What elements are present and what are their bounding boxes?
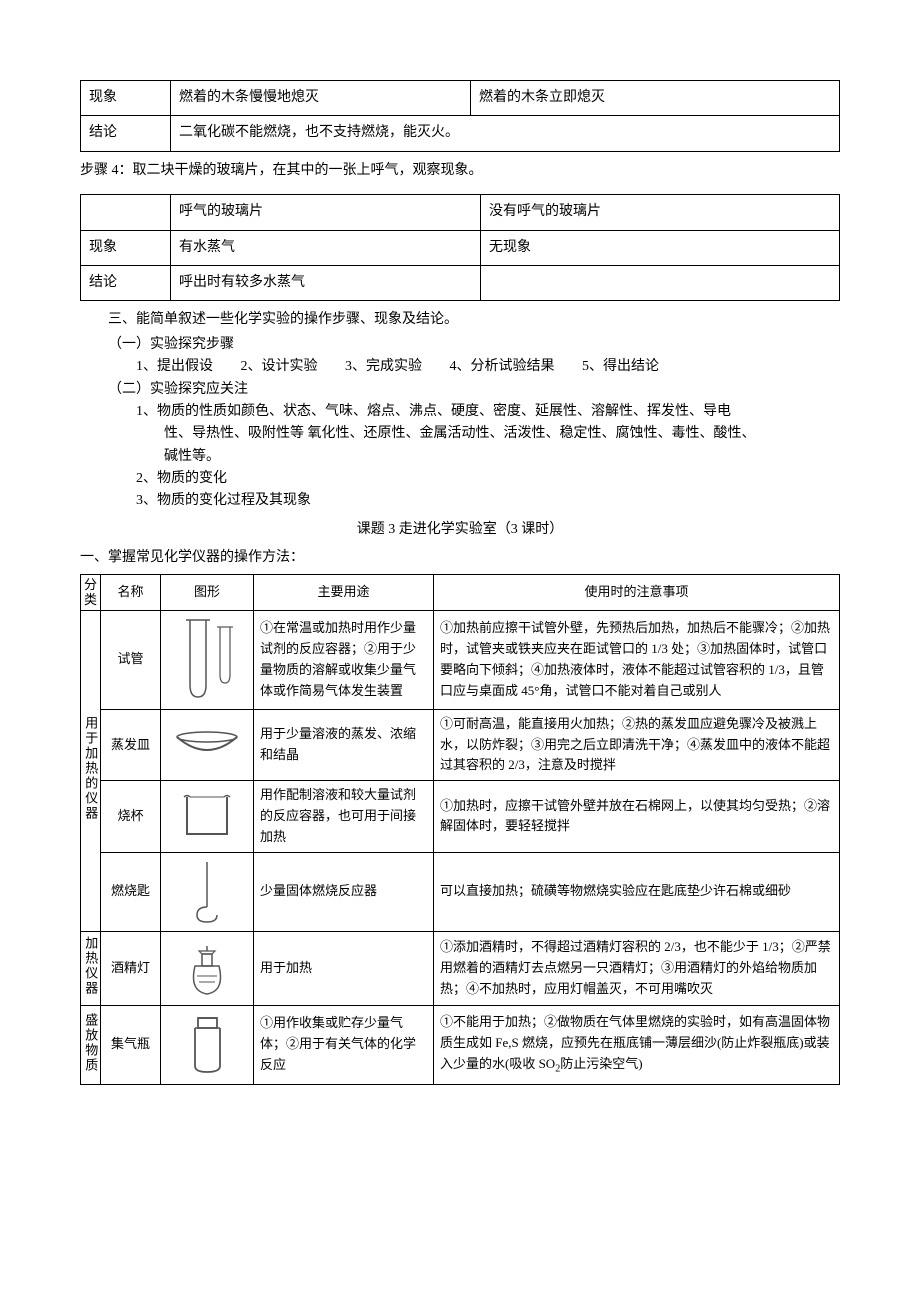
list-step: 2、设计实验 xyxy=(241,356,318,378)
sub2-title: （二）实验探究应关注 xyxy=(108,379,840,401)
list-step: 4、分析试验结果 xyxy=(450,356,555,378)
table-row: 加热仪器 酒精灯 用于加热 ①添加酒精时，不得超过酒精灯容积的 2/3，也不能少… xyxy=(81,931,840,1005)
combustion-table: 现象 燃着的木条慢慢地熄灭 燃着的木条立即熄灭 结论 二氧化碳不能燃烧，也不支持… xyxy=(80,80,840,152)
table-row: 结论 呼出时有较多水蒸气 xyxy=(81,265,840,300)
list-step: 3、完成实验 xyxy=(345,356,422,378)
list-step: 5、得出结论 xyxy=(582,356,659,378)
gas-jar-icon xyxy=(161,1005,254,1084)
cell-value: 二氧化碳不能燃烧，也不支持燃烧，能灭火。 xyxy=(171,116,840,151)
table-row: 燃烧匙 少量固体燃烧反应器 可以直接加热；硫磺等物燃烧实验应在匙底垫少许石棉或细… xyxy=(81,852,840,931)
cell-value: 呼出时有较多水蒸气 xyxy=(171,265,481,300)
header-name: 名称 xyxy=(101,574,161,610)
combustion-spoon-icon xyxy=(161,852,254,931)
category-container: 盛放物质 xyxy=(81,1005,101,1084)
sub2-item2: 2、物质的变化 xyxy=(136,468,840,490)
cell-value: 没有呼气的玻璃片 xyxy=(481,195,840,230)
instrument-name: 集气瓶 xyxy=(101,1005,161,1084)
category-heating-container: 用于加热的仪器 xyxy=(81,610,101,931)
instrument-use: 用作配制溶液和较大量试剂的反应容器，也可用于间接加热 xyxy=(254,781,434,852)
sub1-title: （一）实验探究步骤 xyxy=(108,334,840,356)
instrument-use: 用于加热 xyxy=(254,931,434,1005)
sub2-item1c: 碱性等。 xyxy=(164,446,840,468)
instrument-name: 试管 xyxy=(101,610,161,709)
table-row: 结论 二氧化碳不能燃烧，也不支持燃烧，能灭火。 xyxy=(81,116,840,151)
instrument-name: 烧杯 xyxy=(101,781,161,852)
instrument-note: ①不能用于加热；②做物质在气体里燃烧的实验时，如有高温固体物质生成如 Fe,S … xyxy=(434,1005,840,1084)
cell-value: 燃着的木条立即熄灭 xyxy=(471,81,840,116)
cell-label xyxy=(81,195,171,230)
instrument-note: ①添加酒精时，不得超过酒精灯容积的 2/3，也不能少于 1/3；②严禁用燃着的酒… xyxy=(434,931,840,1005)
step-4-text: 步骤 4：取二块干燥的玻璃片，在其中的一张上呼气，观察现象。 xyxy=(80,160,840,182)
instrument-use: ①用作收集或贮存少量气体；②用于有关气体的化学反应 xyxy=(254,1005,434,1084)
instrument-note: ①加热前应擦干试管外壁，先预热后加热，加热后不能骤冷；②加热时，试管夹或铁夹应夹… xyxy=(434,610,840,709)
cell-label: 现象 xyxy=(81,230,171,265)
header-use: 主要用途 xyxy=(254,574,434,610)
evaporating-dish-icon xyxy=(161,709,254,780)
test-tube-icon xyxy=(161,610,254,709)
table-row: 盛放物质 集气瓶 ①用作收集或贮存少量气体；②用于有关气体的化学反应 ①不能用于… xyxy=(81,1005,840,1084)
instrument-name: 蒸发皿 xyxy=(101,709,161,780)
cell-value xyxy=(481,265,840,300)
table-row: 用于加热的仪器 试管 ①在常温或加热时用作少量试剂的反应容器；②用于少量物质的溶… xyxy=(81,610,840,709)
instrument-table: 分类 名称 图形 主要用途 使用时的注意事项 用于加热的仪器 试管 ①在常温或加… xyxy=(80,574,840,1085)
instrument-note: ①可耐高温，能直接用火加热；②热的蒸发皿应避免骤冷及被溅上水，以防炸裂；③用完之… xyxy=(434,709,840,780)
table-row: 现象 燃着的木条慢慢地熄灭 燃着的木条立即熄灭 xyxy=(81,81,840,116)
cell-label: 现象 xyxy=(81,81,171,116)
cell-label: 结论 xyxy=(81,116,171,151)
header-category: 分类 xyxy=(81,574,101,610)
cell-value: 呼气的玻璃片 xyxy=(171,195,481,230)
instrument-note: 可以直接加热；硫磺等物燃烧实验应在匙底垫少许石棉或细砂 xyxy=(434,852,840,931)
cell-value: 无现象 xyxy=(481,230,840,265)
beaker-icon xyxy=(161,781,254,852)
sub2-item3: 3、物质的变化过程及其现象 xyxy=(136,490,840,512)
table-row: 蒸发皿 用于少量溶液的蒸发、浓缩和结晶 ①可耐高温，能直接用火加热；②热的蒸发皿… xyxy=(81,709,840,780)
section-a-title: 一、掌握常见化学仪器的操作方法： xyxy=(80,547,840,569)
glass-plate-table: 呼气的玻璃片 没有呼气的玻璃片 现象 有水蒸气 无现象 结论 呼出时有较多水蒸气 xyxy=(80,194,840,301)
section-3-title: 三、能简单叙述一些化学实验的操作步骤、现象及结论。 xyxy=(108,309,840,331)
instrument-note: ①加热时，应擦干试管外壁并放在石棉网上，以使其均匀受热；②溶解固体时，要轻轻搅拌 xyxy=(434,781,840,852)
sub2-item1b: 性、导热性、吸附性等 氧化性、还原性、金属活动性、活泼性、稳定性、腐蚀性、毒性、… xyxy=(164,423,840,445)
instrument-name: 酒精灯 xyxy=(101,931,161,1005)
table-row: 烧杯 用作配制溶液和较大量试剂的反应容器，也可用于间接加热 ①加热时，应擦干试管… xyxy=(81,781,840,852)
sub1-inline-list: 1、提出假设 2、设计实验 3、完成实验 4、分析试验结果 5、得出结论 xyxy=(136,356,840,378)
list-step: 1、提出假设 xyxy=(136,356,213,378)
header-figure: 图形 xyxy=(161,574,254,610)
cell-label: 结论 xyxy=(81,265,171,300)
alcohol-lamp-icon xyxy=(161,931,254,1005)
instrument-use: ①在常温或加热时用作少量试剂的反应容器；②用于少量物质的溶解或收集少量气体或作简… xyxy=(254,610,434,709)
cell-value: 有水蒸气 xyxy=(171,230,481,265)
instrument-use: 少量固体燃烧反应器 xyxy=(254,852,434,931)
instrument-use: 用于少量溶液的蒸发、浓缩和结晶 xyxy=(254,709,434,780)
category-heating-device: 加热仪器 xyxy=(81,931,101,1005)
lesson-title: 课题 3 走进化学实验室（3 课时） xyxy=(80,519,840,541)
sub2-item1a: 1、物质的性质如颜色、状态、气味、熔点、沸点、硬度、密度、延展性、溶解性、挥发性… xyxy=(136,401,840,423)
cell-value: 燃着的木条慢慢地熄灭 xyxy=(171,81,471,116)
table-row: 呼气的玻璃片 没有呼气的玻璃片 xyxy=(81,195,840,230)
header-note: 使用时的注意事项 xyxy=(434,574,840,610)
header-row: 分类 名称 图形 主要用途 使用时的注意事项 xyxy=(81,574,840,610)
instrument-name: 燃烧匙 xyxy=(101,852,161,931)
table-row: 现象 有水蒸气 无现象 xyxy=(81,230,840,265)
